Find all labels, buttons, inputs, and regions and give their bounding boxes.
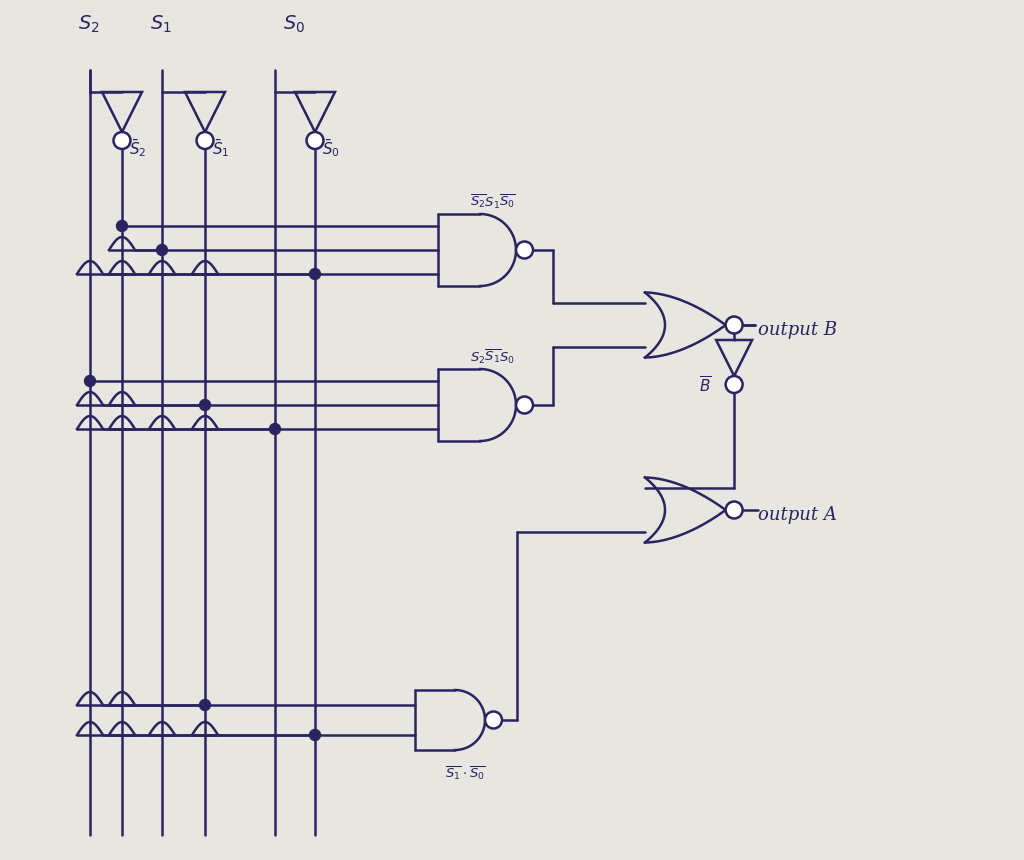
Text: output A: output A [758,506,837,524]
Circle shape [726,376,742,393]
Circle shape [114,132,130,149]
Text: $\bar{S}_0$: $\bar{S}_0$ [322,137,340,159]
Circle shape [485,711,502,728]
Text: $S_2$: $S_2$ [78,14,99,35]
Text: $S_2\overline{S_1}S_0$: $S_2\overline{S_1}S_0$ [470,347,515,366]
Circle shape [516,242,534,259]
Circle shape [309,729,321,740]
Circle shape [157,244,168,255]
Text: $S_1$: $S_1$ [150,14,172,35]
Circle shape [726,316,742,334]
Circle shape [269,423,281,434]
Circle shape [197,132,213,149]
Circle shape [200,699,211,710]
Circle shape [306,132,324,149]
Circle shape [85,376,95,386]
Text: $\bar{S}_2$: $\bar{S}_2$ [129,137,146,159]
Text: $\bar{S}_1$: $\bar{S}_1$ [212,137,229,159]
Circle shape [726,501,742,519]
Circle shape [117,220,128,231]
Circle shape [200,400,211,410]
Text: output B: output B [758,321,837,339]
Text: $S_0$: $S_0$ [283,14,305,35]
Circle shape [309,268,321,280]
Text: $\overline{S_2}S_1\overline{S_0}$: $\overline{S_2}S_1\overline{S_0}$ [470,193,516,211]
Circle shape [516,396,534,414]
Text: $\overline{B}$: $\overline{B}$ [699,375,712,396]
Text: $\overline{S_1}\cdot\overline{S_0}$: $\overline{S_1}\cdot\overline{S_0}$ [445,765,485,782]
